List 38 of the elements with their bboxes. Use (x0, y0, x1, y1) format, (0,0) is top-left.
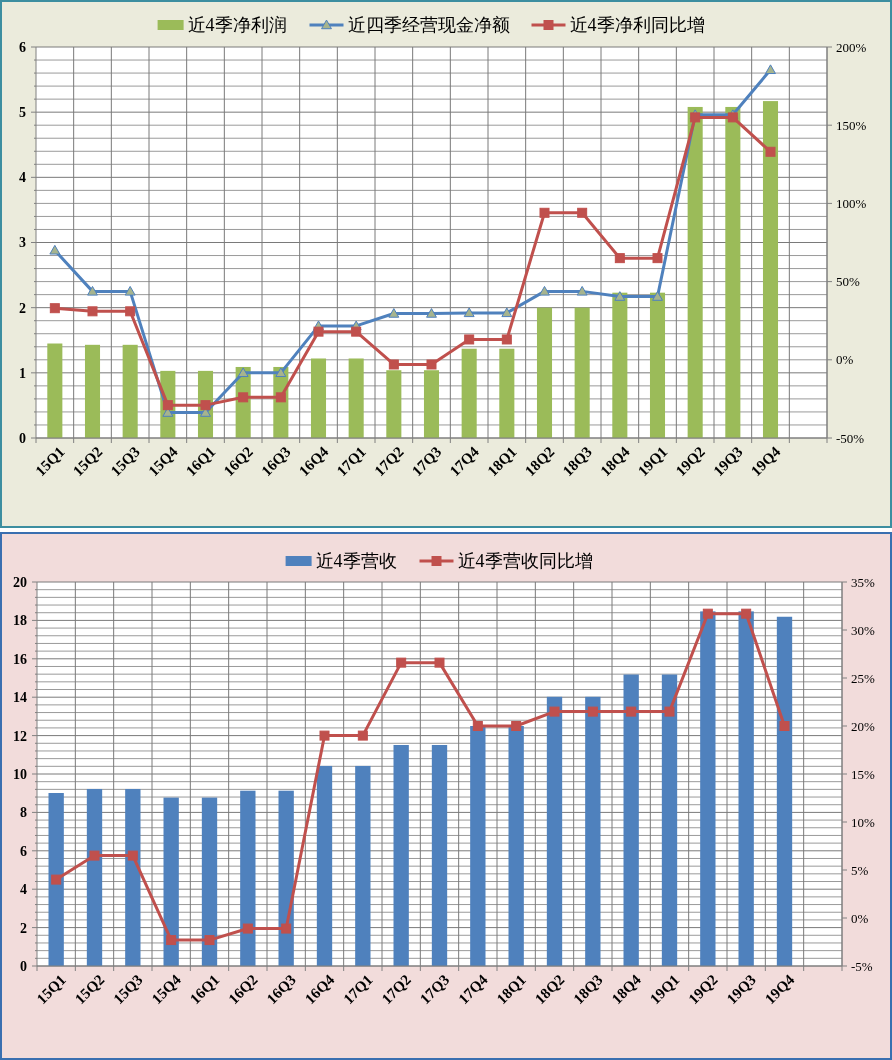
y-tick-label: 1 (19, 365, 26, 381)
y-tick-label: 8 (20, 805, 27, 821)
legend-label: 近4季营收同比增 (457, 551, 593, 572)
y-tick-label: 2 (19, 300, 26, 316)
y-tick-label: 16 (13, 651, 27, 667)
y2-tick-label: 15% (851, 766, 875, 782)
y2-tick-label: 150% (836, 117, 867, 133)
y2-tick-label: 200% (836, 39, 867, 55)
y-tick-label: 6 (20, 843, 27, 859)
y-tick-label: 5 (19, 105, 26, 121)
y-tick-label: 4 (20, 882, 27, 898)
legend-label: 近4季营收 (315, 551, 397, 572)
y-tick-label: 12 (13, 728, 27, 744)
y-tick-label: 0 (20, 958, 27, 974)
legend-label: 近4季净利润 (187, 15, 287, 36)
y2-tick-label: 50% (836, 274, 860, 290)
y-tick-label: 6 (19, 39, 26, 55)
y2-tick-label: 0% (836, 352, 854, 368)
y2-tick-label: -5% (851, 958, 873, 974)
legend-label: 近四季经营现金净额 (347, 15, 510, 36)
y2-tick-label: 100% (836, 195, 867, 211)
y2-tick-label: -50% (836, 430, 865, 446)
legend-label: 近4季净利同比增 (569, 15, 705, 36)
y-tick-label: 3 (19, 235, 26, 251)
y2-tick-label: 35% (851, 574, 875, 590)
y-tick-label: 14 (13, 690, 27, 706)
y2-tick-label: 20% (851, 718, 875, 734)
y-tick-label: 0 (19, 430, 26, 446)
y-tick-label: 4 (19, 170, 26, 186)
y2-tick-label: 10% (851, 814, 875, 830)
y-tick-label: 10 (13, 766, 27, 782)
y-tick-label: 18 (13, 613, 27, 629)
y2-tick-label: 25% (851, 670, 875, 686)
y2-tick-label: 30% (851, 622, 875, 638)
y-tick-label: 20 (13, 574, 27, 590)
y2-tick-label: 0% (851, 910, 869, 926)
y2-tick-label: 5% (851, 862, 869, 878)
y-tick-label: 2 (20, 920, 27, 936)
